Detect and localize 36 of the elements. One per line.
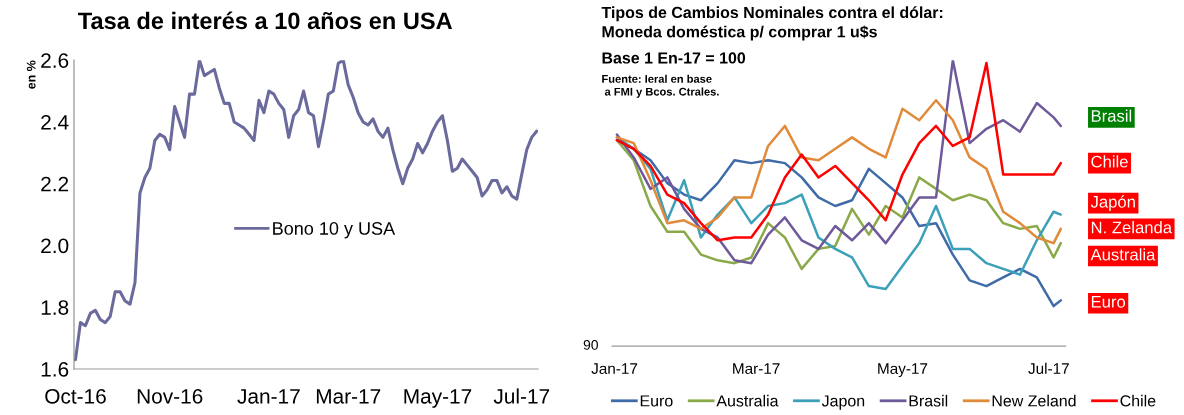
legend-label: Chile — [1120, 394, 1156, 407]
text: 90 — [583, 340, 598, 350]
y-tick-label: 2.6 — [41, 53, 69, 68]
y-axis-title: en % — [26, 60, 36, 89]
text: Chile — [1091, 155, 1128, 168]
x-tick-label: Oct-16 — [45, 388, 106, 404]
y-tick-label: 2.4 — [41, 114, 69, 130]
legend-label: Japon — [821, 395, 865, 410]
chart-subtitle: Base 1 En-17 = 100 — [602, 52, 746, 64]
x-tick-label: Nov-16 — [137, 388, 203, 404]
x-tick-label: Jan-17 — [237, 389, 300, 404]
legend-label: New Zeland — [992, 394, 1076, 407]
y-tick-label: 2.0 — [41, 238, 69, 254]
x-tick-label: Jul-17 — [1028, 362, 1069, 374]
y-tick-label: 1.6 — [41, 361, 69, 377]
legend-label: Euro — [640, 395, 673, 407]
chart-title: Tasa de interés a 10 años en USA — [78, 11, 453, 30]
annotation: Fuente: Ieral en base a FMI y Bcos. Ctrales. — [602, 74, 719, 98]
chart-title: Tipos de Cambios Nominales contra el dólar: Moneda doméstica p/ comprar 1 u$s — [601, 6, 943, 41]
y-tick-label: 2.2 — [41, 176, 69, 192]
legend-label: Bono 10 y USA — [273, 222, 396, 239]
x-tick-label: Jan-17 — [591, 363, 638, 374]
text: Japón — [1090, 195, 1135, 212]
x-tick-label: Mar-17 — [733, 363, 780, 374]
x-tick-label: Jul-17 — [493, 388, 550, 404]
text: Euro — [1091, 296, 1126, 308]
text: Australia — [1090, 248, 1156, 261]
legend-label: Brasil — [909, 394, 948, 407]
y-tick-label: 1.8 — [41, 300, 69, 315]
x-tick-label: May-17 — [878, 363, 928, 378]
text: N. Zelanda — [1091, 221, 1173, 234]
legend-label: Australia — [716, 394, 779, 407]
text: Brasil — [1091, 109, 1132, 122]
x-tick-label: May-17 — [404, 389, 472, 408]
line-series — [74, 60, 539, 362]
x-tick-label: Mar-17 — [316, 389, 381, 404]
